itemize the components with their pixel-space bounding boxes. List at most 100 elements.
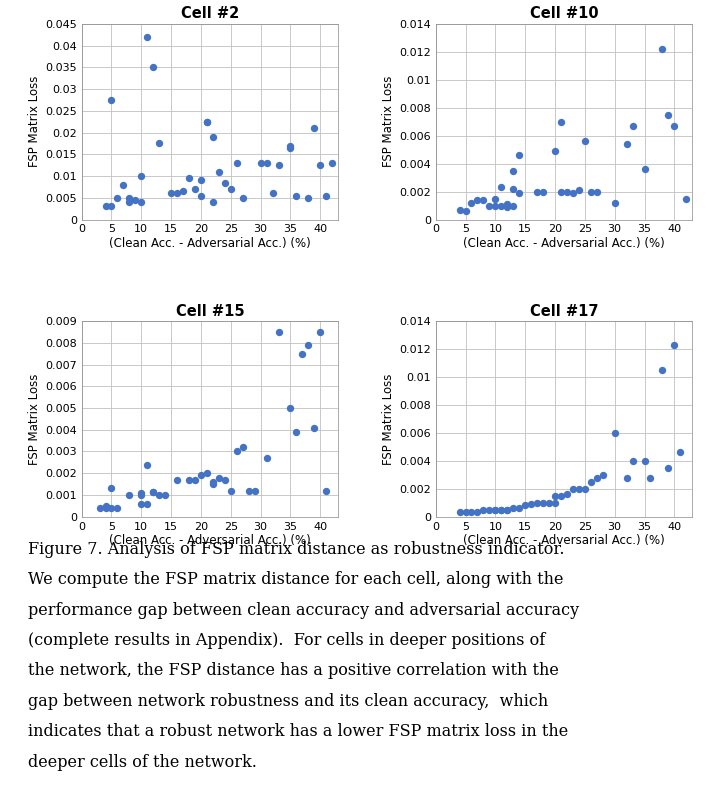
Point bbox=[273, 159, 284, 171]
X-axis label: (Clean Acc. - Adversarial Acc.) (%): (Clean Acc. - Adversarial Acc.) (%) bbox=[463, 534, 665, 547]
Point bbox=[471, 506, 483, 519]
Point bbox=[261, 157, 273, 170]
Point bbox=[285, 139, 296, 152]
Text: indicates that a robust network has a lower FSP matrix loss in the: indicates that a robust network has a lo… bbox=[28, 723, 569, 740]
Point bbox=[141, 458, 153, 471]
Point bbox=[532, 185, 543, 198]
Point bbox=[171, 473, 182, 486]
Text: We compute the FSP matrix distance for each cell, along with the: We compute the FSP matrix distance for e… bbox=[28, 571, 564, 588]
Point bbox=[513, 149, 525, 162]
Point bbox=[285, 401, 296, 414]
Point bbox=[315, 326, 326, 339]
Point bbox=[562, 185, 573, 198]
Point bbox=[550, 489, 561, 502]
Point bbox=[496, 181, 507, 194]
Point bbox=[471, 194, 483, 207]
Point bbox=[579, 482, 591, 495]
Point bbox=[496, 199, 507, 212]
Point bbox=[237, 191, 248, 204]
Point bbox=[478, 194, 489, 207]
Point bbox=[136, 170, 147, 183]
Point bbox=[106, 482, 117, 495]
Point bbox=[627, 454, 638, 467]
Point bbox=[195, 469, 207, 481]
Point bbox=[309, 421, 320, 434]
Point bbox=[669, 119, 680, 132]
Point bbox=[537, 185, 549, 198]
Point bbox=[225, 484, 236, 497]
Point bbox=[219, 176, 231, 189]
Point bbox=[490, 192, 501, 205]
Point bbox=[567, 482, 579, 495]
Point bbox=[273, 326, 284, 339]
Point bbox=[141, 497, 153, 510]
Title: Cell #17: Cell #17 bbox=[530, 304, 599, 319]
Point bbox=[315, 159, 326, 171]
Point bbox=[207, 131, 219, 143]
Point bbox=[681, 192, 692, 205]
Point bbox=[285, 142, 296, 155]
Text: performance gap between clean accuracy and adversarial accuracy: performance gap between clean accuracy a… bbox=[28, 602, 579, 618]
Text: the network, the FSP distance has a positive correlation with the: the network, the FSP distance has a posi… bbox=[28, 662, 559, 679]
Point bbox=[525, 497, 537, 510]
Point bbox=[555, 185, 567, 198]
Point bbox=[627, 119, 638, 132]
Point bbox=[508, 183, 519, 195]
X-axis label: (Clean Acc. - Adversarial Acc.) (%): (Clean Acc. - Adversarial Acc.) (%) bbox=[463, 237, 665, 250]
Point bbox=[183, 172, 195, 185]
Point bbox=[454, 203, 465, 216]
Point bbox=[207, 477, 219, 490]
Point bbox=[309, 122, 320, 135]
Point bbox=[243, 484, 254, 497]
Point bbox=[669, 339, 680, 352]
Point bbox=[478, 503, 489, 516]
Point bbox=[255, 157, 266, 170]
Point bbox=[291, 189, 302, 202]
Point bbox=[124, 489, 135, 501]
Y-axis label: FSP Matrix Loss: FSP Matrix Loss bbox=[382, 373, 395, 465]
Point bbox=[573, 482, 584, 495]
Y-axis label: FSP Matrix Loss: FSP Matrix Loss bbox=[28, 76, 41, 167]
Point bbox=[591, 185, 603, 198]
Point bbox=[297, 348, 308, 360]
Title: Cell #10: Cell #10 bbox=[530, 6, 599, 22]
Y-axis label: FSP Matrix Loss: FSP Matrix Loss bbox=[382, 76, 395, 167]
Point bbox=[513, 187, 525, 199]
Point bbox=[508, 164, 519, 177]
Point bbox=[291, 425, 302, 438]
Point bbox=[302, 339, 314, 352]
X-axis label: (Clean Acc. - Adversarial Acc.) (%): (Clean Acc. - Adversarial Acc.) (%) bbox=[109, 237, 311, 250]
Point bbox=[466, 506, 477, 519]
Point bbox=[579, 135, 591, 147]
Point bbox=[490, 199, 501, 212]
Point bbox=[165, 187, 177, 200]
Point bbox=[585, 185, 596, 198]
Point bbox=[237, 441, 248, 453]
Point bbox=[662, 108, 674, 121]
Point bbox=[597, 469, 608, 481]
Point bbox=[321, 484, 332, 497]
Point bbox=[106, 200, 117, 213]
Point bbox=[153, 489, 165, 501]
Point bbox=[657, 364, 668, 376]
Text: gap between network robustness and its clean accuracy,  which: gap between network robustness and its c… bbox=[28, 693, 549, 710]
Point bbox=[130, 194, 141, 207]
Point bbox=[484, 199, 495, 212]
Point bbox=[555, 489, 567, 502]
Point bbox=[195, 174, 207, 187]
Point bbox=[490, 503, 501, 516]
Point bbox=[609, 426, 621, 439]
Point bbox=[532, 497, 543, 509]
Point bbox=[160, 489, 171, 501]
Point bbox=[567, 187, 579, 199]
Text: deeper cells of the network.: deeper cells of the network. bbox=[28, 754, 257, 771]
Point bbox=[585, 475, 596, 488]
Point bbox=[94, 501, 105, 514]
Point bbox=[496, 503, 507, 516]
Point bbox=[124, 191, 135, 204]
Title: Cell #2: Cell #2 bbox=[181, 6, 239, 22]
Point bbox=[621, 138, 633, 151]
Point bbox=[136, 486, 147, 499]
Point bbox=[106, 94, 117, 107]
Point bbox=[550, 145, 561, 158]
